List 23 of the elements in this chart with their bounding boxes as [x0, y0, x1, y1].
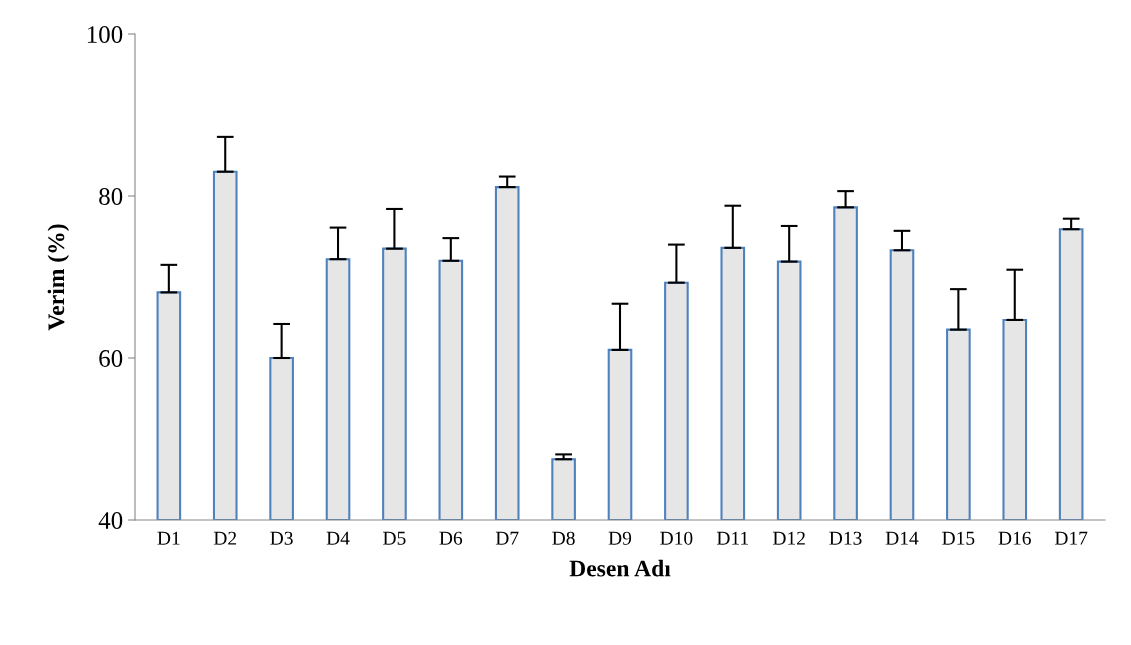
x-tick-label: D13: [829, 531, 862, 545]
x-tick-label: D16: [998, 531, 1031, 545]
x-tick-label: D15: [942, 531, 975, 545]
y-tick-label: 80: [99, 188, 123, 205]
x-tick-label: D14: [885, 531, 919, 545]
x-tick-label: D9: [608, 531, 632, 545]
x-tick-label: D12: [773, 531, 805, 545]
x-tick-label: D17: [1054, 531, 1088, 545]
y-axis-title: Verim (%): [47, 224, 70, 331]
x-axis-title: Desen Adı: [569, 559, 671, 577]
x-tick-label: D11: [716, 531, 748, 545]
y-tick-label: 60: [99, 350, 123, 367]
x-tick-label: D2: [213, 531, 237, 545]
x-tick-label: D7: [495, 531, 519, 545]
x-tick-label: D10: [660, 531, 693, 545]
x-tick-label: D4: [326, 531, 350, 545]
x-tick-label: D6: [439, 531, 463, 545]
x-tick-label: D8: [552, 531, 575, 545]
y-tick-label: 100: [87, 26, 123, 43]
x-tick-label: D1: [157, 531, 180, 545]
x-tick-label: D3: [270, 531, 293, 545]
y-tick-label: 40: [98, 512, 123, 529]
x-tick-label: D5: [383, 531, 406, 545]
